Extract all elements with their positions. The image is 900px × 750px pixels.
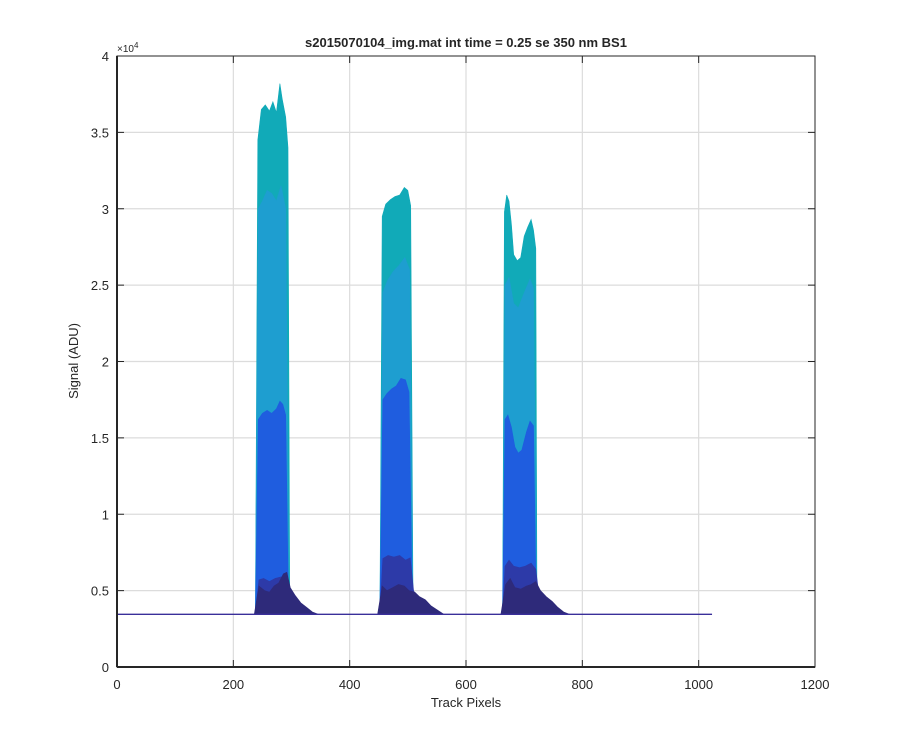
x-tick-label: 0 — [113, 677, 120, 692]
x-tick-label: 1200 — [801, 677, 830, 692]
x-axis-label: Track Pixels — [431, 695, 502, 710]
axes: 0 200 400 600 800 1000 1200 0 0.5 1 1.5 2 2.5 3 3.5 4 — [91, 49, 830, 692]
y-tick-label: 4 — [102, 49, 109, 64]
x-tick-label: 1000 — [684, 677, 713, 692]
y-tick-label: 3 — [102, 202, 109, 217]
y-tick-label: 2.5 — [91, 278, 109, 293]
y-tick-label: 1 — [102, 507, 109, 522]
y-tick-label: 2 — [102, 355, 109, 370]
x-tick-label: 200 — [222, 677, 244, 692]
y-tick-label: 0.5 — [91, 584, 109, 599]
x-tick-label: 400 — [339, 677, 361, 692]
y-exponent-base: ×10 — [117, 44, 134, 55]
area-middle-peak-1 — [255, 400, 289, 615]
area-base-peak-2 — [377, 584, 445, 615]
y-axis-label: Signal (ADU) — [66, 323, 81, 399]
area-base-peak-1 — [253, 571, 319, 615]
series-areas — [117, 83, 713, 616]
y-tick-label: 1.5 — [91, 431, 109, 446]
x-tick-label: 600 — [455, 677, 477, 692]
y-tick-label: 3.5 — [91, 125, 109, 140]
chart-title: s2015070104_img.mat int time = 0.25 se 3… — [305, 35, 627, 50]
x-tick-label: 800 — [571, 677, 593, 692]
area-base-peak-3 — [500, 577, 570, 615]
y-tick-label: 0 — [102, 660, 109, 675]
gridlines — [117, 56, 815, 667]
y-exponent-power: 4 — [134, 41, 139, 50]
y-exponent-label: ×104 — [117, 41, 139, 55]
labels: s2015070104_img.mat int time = 0.25 se 3… — [66, 35, 627, 710]
